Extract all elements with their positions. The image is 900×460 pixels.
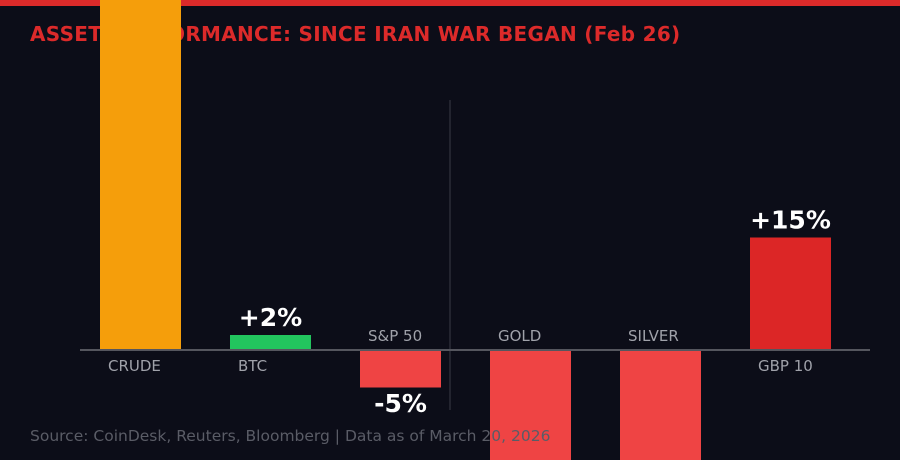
category-label: GBP 10	[758, 357, 813, 375]
category-label: CRUDE	[108, 357, 161, 375]
value-label: -5%	[374, 389, 427, 418]
value-label: +2%	[239, 303, 302, 332]
top-accent-bar	[0, 0, 900, 6]
bar-gbp-10	[750, 237, 831, 350]
category-label: BTC	[238, 357, 267, 375]
value-label: +15%	[750, 206, 831, 235]
bar-s-p-50	[360, 350, 441, 388]
bar-crude	[100, 0, 181, 350]
source-footer: Source: CoinDesk, Reuters, Bloomberg | D…	[30, 427, 551, 445]
bar-gold	[490, 350, 571, 460]
bar-btc	[230, 335, 311, 350]
category-label: GOLD	[498, 327, 541, 345]
category-label: SILVER	[628, 327, 679, 345]
category-label: S&P 50	[368, 327, 422, 345]
bar-silver	[620, 350, 701, 460]
